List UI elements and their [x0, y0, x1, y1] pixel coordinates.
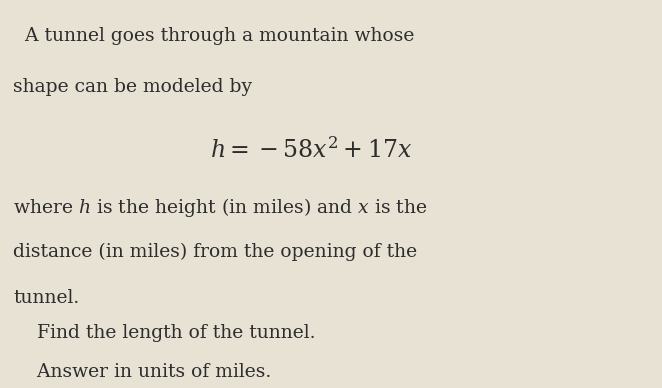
Text: where $h$ is the height (in miles) and $x$ is the: where $h$ is the height (in miles) and $…	[13, 196, 428, 219]
Text: shape can be modeled by: shape can be modeled by	[13, 78, 252, 95]
Text: $h = -58x^2 + 17x$: $h = -58x^2 + 17x$	[210, 138, 412, 163]
Text: distance (in miles) from the opening of the: distance (in miles) from the opening of …	[13, 242, 417, 261]
Text: Answer in units of miles.: Answer in units of miles.	[13, 363, 271, 381]
Text: tunnel.: tunnel.	[13, 289, 79, 307]
Text: Find the length of the tunnel.: Find the length of the tunnel.	[13, 324, 316, 342]
Text: A tunnel goes through a mountain whose: A tunnel goes through a mountain whose	[13, 27, 414, 45]
